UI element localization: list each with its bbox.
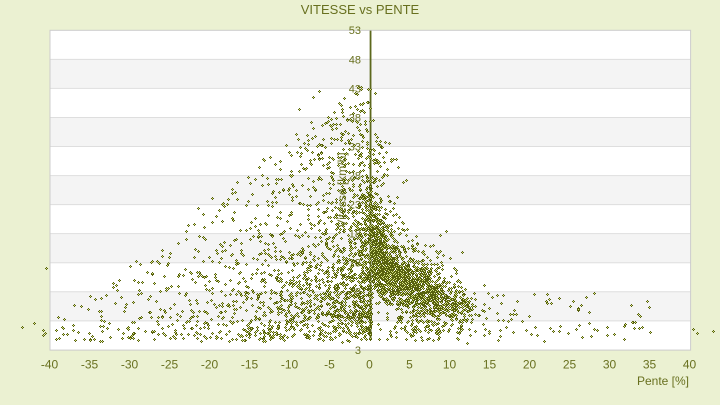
svg-text:35: 35 <box>643 358 657 372</box>
svg-text:-40: -40 <box>41 358 59 372</box>
svg-text:15: 15 <box>483 358 497 372</box>
svg-text:VITESSE vs PENTE: VITESSE vs PENTE <box>301 2 420 17</box>
svg-text:48: 48 <box>349 54 361 66</box>
svg-text:33: 33 <box>349 141 361 153</box>
svg-text:-25: -25 <box>161 358 179 372</box>
svg-text:-20: -20 <box>201 358 219 372</box>
svg-text:-10: -10 <box>281 358 299 372</box>
svg-text:-35: -35 <box>81 358 99 372</box>
svg-text:3: 3 <box>355 345 361 357</box>
svg-text:40: 40 <box>683 358 697 372</box>
svg-text:-15: -15 <box>241 358 259 372</box>
svg-text:8: 8 <box>355 287 361 299</box>
svg-text:0: 0 <box>366 358 373 372</box>
svg-text:-30: -30 <box>121 358 139 372</box>
svg-text:-5: -5 <box>324 358 335 372</box>
svg-text:30: 30 <box>603 358 617 372</box>
svg-text:25: 25 <box>563 358 577 372</box>
svg-text:Pente [%]: Pente [%] <box>637 374 689 388</box>
svg-text:5: 5 <box>406 358 413 372</box>
svg-text:10: 10 <box>443 358 457 372</box>
svg-text:20: 20 <box>523 358 537 372</box>
svg-text:53: 53 <box>349 25 361 37</box>
svg-text:43: 43 <box>349 83 361 95</box>
